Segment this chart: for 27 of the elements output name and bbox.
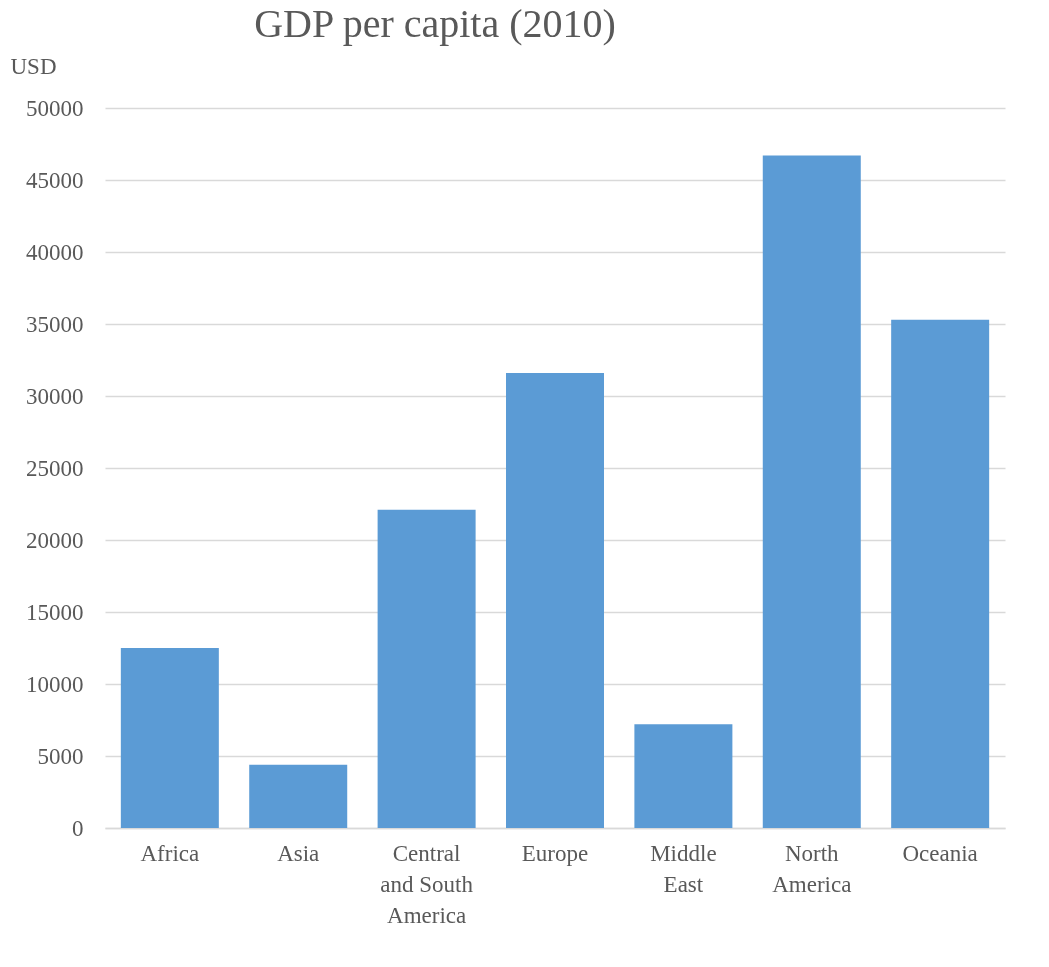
- y-tick-label: 0: [72, 815, 84, 841]
- bar: [506, 372, 604, 828]
- x-tick-label: Central and South America: [380, 840, 474, 928]
- bar: [891, 319, 990, 828]
- y-tick-label: 15000: [26, 599, 84, 625]
- y-tick-label: 50000: [26, 95, 84, 121]
- x-tick-label: Asia: [277, 840, 320, 866]
- chart-title: GDP per capita (2010): [254, 1, 616, 46]
- y-tick-label: 30000: [26, 383, 84, 409]
- y-tick-label: 10000: [26, 671, 84, 697]
- y-tick-label: 5000: [37, 743, 84, 769]
- bar: [249, 764, 348, 828]
- bar: [762, 155, 861, 828]
- y-axis-title: USD: [10, 53, 57, 79]
- x-tick-label: Oceania: [902, 840, 978, 866]
- x-tick-label: Europe: [521, 840, 589, 866]
- y-tick-label: 40000: [26, 239, 84, 265]
- bar: [377, 509, 476, 828]
- y-tick-label: 35000: [26, 311, 84, 337]
- x-tick-label: North America: [772, 840, 852, 897]
- x-tick-label: Middle East: [650, 840, 717, 897]
- x-tick-label: Africa: [140, 840, 200, 866]
- y-tick-label: 45000: [26, 167, 84, 193]
- bar: [120, 648, 219, 828]
- y-tick-label: 25000: [26, 455, 84, 481]
- y-tick-label: 20000: [26, 527, 84, 553]
- bar: [634, 724, 733, 828]
